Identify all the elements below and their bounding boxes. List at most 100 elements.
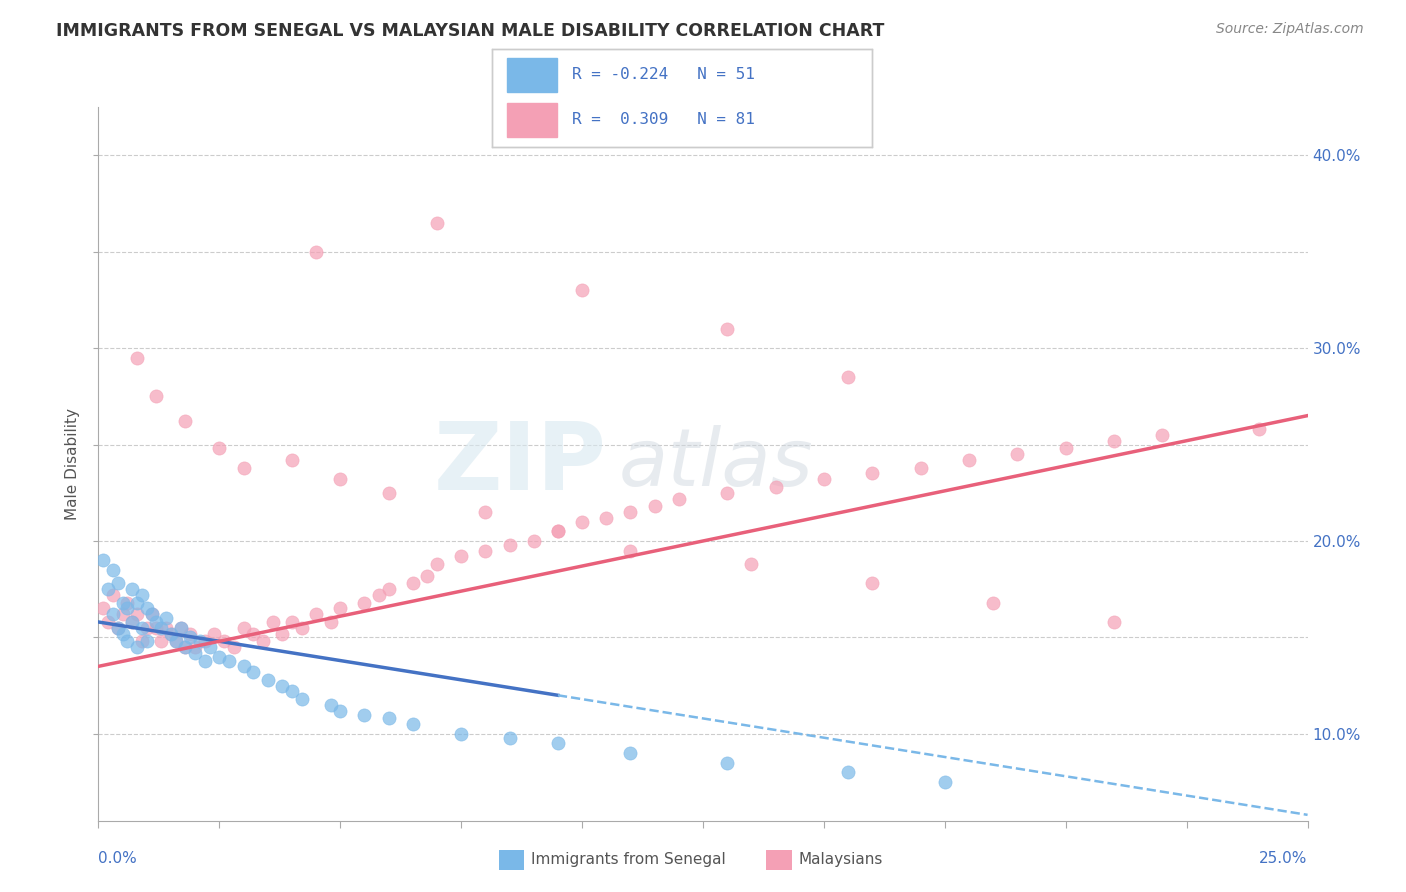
Point	[184, 646, 207, 660]
Point	[402, 717, 425, 731]
Point	[145, 615, 167, 629]
Point	[498, 538, 520, 552]
Point	[353, 596, 375, 610]
Point	[281, 684, 304, 698]
Point	[377, 582, 399, 597]
Point	[426, 557, 449, 571]
Point	[242, 626, 264, 640]
Point	[271, 626, 294, 640]
Point	[179, 631, 201, 645]
Point	[426, 216, 449, 230]
Point	[450, 727, 472, 741]
Point	[644, 500, 666, 514]
Point	[571, 283, 593, 297]
Point	[101, 563, 124, 577]
Point	[131, 621, 153, 635]
Point	[547, 524, 569, 539]
Point	[450, 549, 472, 564]
Text: Malaysians: Malaysians	[799, 853, 883, 867]
Point	[1102, 615, 1125, 629]
Point	[474, 543, 496, 558]
Point	[165, 634, 187, 648]
Point	[198, 640, 221, 654]
Point	[150, 621, 173, 635]
Point	[716, 756, 738, 770]
Point	[290, 621, 312, 635]
Point	[117, 596, 139, 610]
Point	[131, 588, 153, 602]
Point	[910, 460, 932, 475]
Point	[204, 626, 226, 640]
Point	[174, 414, 197, 428]
Point	[232, 659, 254, 673]
Point	[169, 621, 191, 635]
Point	[121, 582, 143, 597]
Point	[837, 370, 859, 384]
Point	[208, 442, 231, 456]
Text: Source: ZipAtlas.com: Source: ZipAtlas.com	[1216, 22, 1364, 37]
Point	[402, 576, 425, 591]
Point	[194, 654, 217, 668]
Text: atlas: atlas	[619, 425, 813, 503]
Point	[837, 765, 859, 780]
Point	[101, 607, 124, 622]
Point	[716, 485, 738, 500]
Point	[329, 601, 352, 615]
Text: R =  0.309   N = 81: R = 0.309 N = 81	[572, 112, 755, 128]
Point	[1249, 422, 1271, 436]
Point	[377, 485, 399, 500]
Point	[111, 626, 134, 640]
Text: IMMIGRANTS FROM SENEGAL VS MALAYSIAN MALE DISABILITY CORRELATION CHART: IMMIGRANTS FROM SENEGAL VS MALAYSIAN MAL…	[56, 22, 884, 40]
Point	[150, 634, 173, 648]
Point	[319, 615, 342, 629]
Point	[281, 453, 304, 467]
Point	[97, 582, 120, 597]
Point	[305, 607, 328, 622]
Point	[117, 601, 139, 615]
Point	[212, 634, 235, 648]
Point	[169, 621, 191, 635]
Point	[155, 611, 177, 625]
Point	[1102, 434, 1125, 448]
Point	[127, 351, 149, 365]
Point	[194, 634, 217, 648]
Point	[188, 634, 211, 648]
Point	[131, 634, 153, 648]
Point	[860, 467, 883, 481]
Point	[256, 673, 278, 687]
Point	[860, 576, 883, 591]
Point	[184, 640, 207, 654]
Point	[127, 640, 149, 654]
Point	[174, 640, 197, 654]
Point	[232, 621, 254, 635]
Point	[368, 588, 391, 602]
Point	[474, 505, 496, 519]
Point	[329, 704, 352, 718]
Point	[121, 615, 143, 629]
Point	[668, 491, 690, 506]
Point	[281, 615, 304, 629]
Point	[765, 480, 787, 494]
Bar	[508, 103, 557, 137]
Point	[127, 596, 149, 610]
Point	[813, 472, 835, 486]
Point	[957, 453, 980, 467]
Point	[208, 649, 231, 664]
Point	[1152, 428, 1174, 442]
Point	[619, 505, 641, 519]
Point	[271, 679, 294, 693]
Point	[329, 472, 352, 486]
Point	[619, 746, 641, 760]
Point	[1007, 447, 1029, 461]
Point	[141, 607, 163, 622]
Point	[262, 615, 284, 629]
Point	[1054, 442, 1077, 456]
Point	[595, 511, 617, 525]
Point	[571, 515, 593, 529]
Text: 0.0%: 0.0%	[98, 851, 138, 866]
Point	[740, 557, 762, 571]
Point	[91, 601, 114, 615]
Point	[290, 692, 312, 706]
Y-axis label: Male Disability: Male Disability	[65, 408, 80, 520]
Point	[232, 460, 254, 475]
